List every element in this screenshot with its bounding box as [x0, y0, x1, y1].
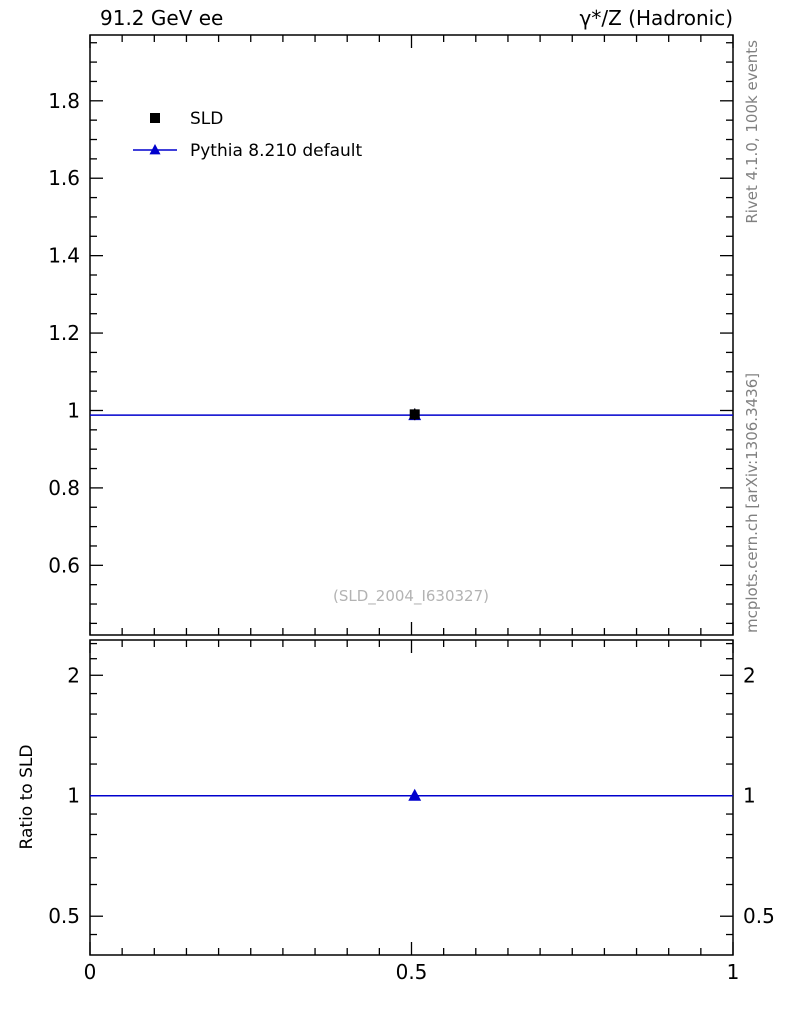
data-marker: [409, 409, 420, 420]
plot-frame-main: [89, 34, 734, 636]
legend-marker-triangle: [149, 144, 161, 155]
x-tick-label: 1: [727, 960, 740, 984]
legend-label: SLD: [190, 109, 223, 129]
analysis-watermark: (SLD_2004_I630327): [333, 587, 489, 606]
y-tick-label: 0.5: [48, 904, 80, 928]
y-tick-label: 0.6: [48, 553, 80, 577]
plot-title-right: γ*/Z (Hadronic): [580, 6, 733, 30]
y-tick-label-right: 1: [743, 784, 756, 808]
rivet-version-note: Rivet 4.1.0, 100k events: [743, 40, 761, 224]
y-tick-label: 1: [67, 784, 80, 808]
mcplots-reference-note: mcplots.cern.ch [arXiv:1306.3436]: [743, 373, 761, 633]
legend-marker-square: [150, 113, 160, 123]
x-tick-label: 0.5: [396, 960, 428, 984]
y-tick-label-right: 2: [743, 663, 756, 687]
y-tick-label: 1: [67, 398, 80, 422]
y-tick-label: 1.8: [48, 89, 80, 113]
generated-chart-layer: 0.6 0.8 1 1.2 1.4 1.6 1.8 0.5 0.5 1 1 2 2 0 0.5 1 SLD Pyt…: [48, 34, 775, 984]
y-tick-label: 1.6: [48, 166, 80, 190]
ratio-y-axis-label: Ratio to SLD: [17, 745, 37, 850]
y-tick-label-right: 0.5: [743, 904, 775, 928]
mc-marker: [408, 788, 422, 801]
y-tick-label: 1.4: [48, 244, 80, 268]
y-tick-label: 0.8: [48, 476, 80, 500]
plot-title-left: 91.2 GeV ee: [100, 6, 223, 30]
y-tick-label: 2: [67, 663, 80, 687]
x-tick-label: 0: [84, 960, 97, 984]
y-tick-label: 1.2: [48, 321, 80, 345]
legend-label: Pythia 8.210 default: [190, 141, 363, 161]
